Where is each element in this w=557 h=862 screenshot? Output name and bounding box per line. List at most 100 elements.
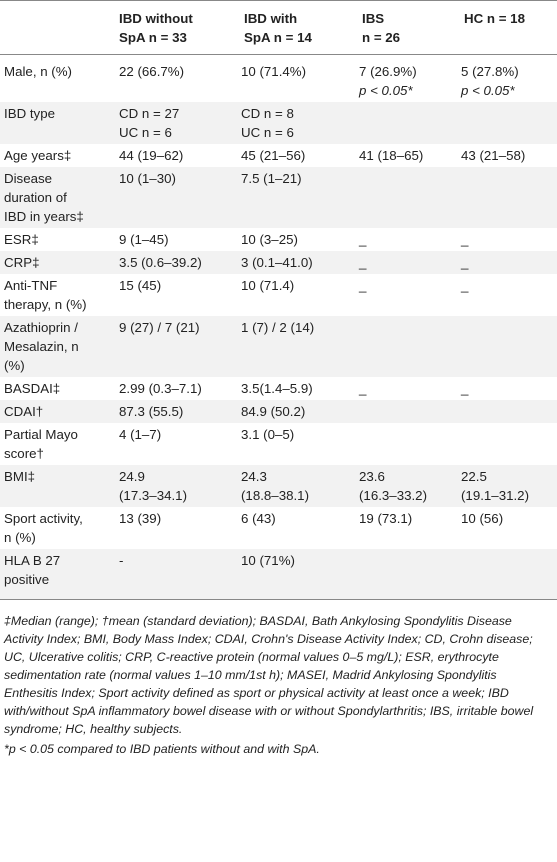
cell-line: 7.5 (1–21) (241, 171, 302, 186)
table-cell: 24.9 (17.3–34.1) (112, 465, 237, 507)
header-row: IBD without SpA n = 33 IBD with SpA n = 14 I… (0, 0, 557, 55)
table-cell (457, 316, 557, 377)
row-label-line: BMI‡ (4, 469, 36, 484)
row-label-line: Age years‡ (4, 148, 72, 163)
table-cell (355, 400, 457, 423)
table-cell: 43 (21–58) (457, 144, 557, 167)
cell-line: 13 (39) (119, 511, 162, 526)
cell-line: 6 (43) (241, 511, 276, 526)
table-footnotes: ‡Median (range); †mean (standard deviati… (0, 600, 557, 758)
row-label: ESR‡ (0, 228, 112, 251)
cell-line: p < 0.05* (359, 83, 413, 98)
cell-line: 44 (19–62) (119, 148, 184, 163)
cell-line: 7 (26.9%) (359, 64, 417, 79)
row-label-line: Sport activity, (4, 511, 83, 526)
column-header-line: IBD with (244, 11, 298, 26)
table-row: Partial Mayo score† 4 (1–7) 3.1 (0–5) (0, 423, 557, 465)
table-cell: _ (355, 251, 457, 274)
cell-line: CD n = 8 (241, 106, 294, 121)
cell-line: 10 (71%) (241, 553, 295, 568)
column-header-1: IBD without SpA n = 33 (112, 1, 237, 55)
row-label-line: positive (4, 572, 50, 587)
row-label-line: Mesalazin, n (4, 339, 79, 354)
column-header-line: IBD without (119, 11, 193, 26)
cell-line: _ (461, 255, 469, 270)
cell-line: 19 (73.1) (359, 511, 413, 526)
table-row: Age years‡ 44 (19–62) 45 (21–56) 41 (18–65)… (0, 144, 557, 167)
table-cell: 22.5 (19.1–31.2) (457, 465, 557, 507)
table-cell: 23.6 (16.3–33.2) (355, 465, 457, 507)
table-cell (457, 423, 557, 465)
table-cell: _ (355, 377, 457, 400)
cell-line: (16.3–33.2) (359, 488, 428, 503)
table-cell: 10 (71%) (237, 549, 355, 600)
table-row: Anti-TNF therapy, n (%) 15 (45) 10 (71.4) _ _ (0, 274, 557, 316)
cell-line: (18.8–38.1) (241, 488, 310, 503)
row-label: Anti-TNF therapy, n (%) (0, 274, 112, 316)
cell-line: 41 (18–65) (359, 148, 424, 163)
table-cell: _ (457, 251, 557, 274)
column-header-line: HC n = 18 (464, 11, 525, 26)
column-header-0 (0, 1, 112, 55)
table-cell: 24.3 (18.8–38.1) (237, 465, 355, 507)
table-row: Azathioprin / Mesalazin, n (%) 9 (27) / 7 (… (0, 316, 557, 377)
table-cell: 10 (1–30) (112, 167, 237, 228)
table-cell (457, 549, 557, 600)
column-header-4: HC n = 18 (457, 1, 557, 55)
table-cell: 44 (19–62) (112, 144, 237, 167)
row-label-line: IBD type (4, 106, 55, 121)
row-label: Disease duration of IBD in years‡ (0, 167, 112, 228)
table-cell: 10 (71.4%) (237, 55, 355, 103)
column-header-line: SpA n = 33 (119, 30, 187, 45)
cell-line: 10 (3–25) (241, 232, 298, 247)
table-cell: 5 (27.8%) p < 0.05* (457, 55, 557, 103)
cell-line: 1 (7) / 2 (14) (241, 320, 315, 335)
table-cell: 6 (43) (237, 507, 355, 549)
cell-line: _ (359, 255, 367, 270)
table-cell (355, 316, 457, 377)
column-header-2: IBD with SpA n = 14 (237, 1, 355, 55)
data-table: IBD without SpA n = 33 IBD with SpA n = 14 I… (0, 0, 557, 600)
cell-line: 5 (27.8%) (461, 64, 519, 79)
table-row: CDAI† 87.3 (55.5) 84.9 (50.2) (0, 400, 557, 423)
table-row: Male, n (%) 22 (66.7%) 10 (71.4%) 7 (26.9%)… (0, 55, 557, 103)
table-cell: 1 (7) / 2 (14) (237, 316, 355, 377)
table-cell: 7 (26.9%) p < 0.05* (355, 55, 457, 103)
cell-line: 2.99 (0.3–7.1) (119, 381, 202, 396)
table-cell: _ (457, 274, 557, 316)
cell-line: p < 0.05* (461, 83, 515, 98)
row-label-line: CRP‡ (4, 255, 40, 270)
cell-line: 24.3 (241, 469, 267, 484)
row-label: Age years‡ (0, 144, 112, 167)
cell-line: (19.1–31.2) (461, 488, 530, 503)
table-row: ESR‡ 9 (1–45) 10 (3–25) _ _ (0, 228, 557, 251)
cell-line: 43 (21–58) (461, 148, 526, 163)
row-label-line: CDAI† (4, 404, 44, 419)
cell-line: 3.1 (0–5) (241, 427, 295, 442)
cell-line: 9 (1–45) (119, 232, 169, 247)
row-label-line: n (%) (4, 530, 36, 545)
row-label-line: Anti-TNF (4, 278, 58, 293)
cell-line: 3.5 (0.6–39.2) (119, 255, 202, 270)
row-label-line: BASDAI‡ (4, 381, 61, 396)
cell-line: - (119, 553, 124, 568)
row-label-line: HLA B 27 (4, 553, 61, 568)
cell-line: 24.9 (119, 469, 145, 484)
table-cell: 87.3 (55.5) (112, 400, 237, 423)
cell-line: _ (359, 232, 367, 247)
cell-line: 15 (45) (119, 278, 162, 293)
table-cell: 7.5 (1–21) (237, 167, 355, 228)
table-cell: 41 (18–65) (355, 144, 457, 167)
footnote-significance: *p < 0.05 compared to IBD patients witho… (4, 742, 320, 756)
table-cell: 84.9 (50.2) (237, 400, 355, 423)
cell-line: 87.3 (55.5) (119, 404, 184, 419)
table-cell: 9 (1–45) (112, 228, 237, 251)
row-label-line: Azathioprin / (4, 320, 78, 335)
row-label: CDAI† (0, 400, 112, 423)
table-cell: _ (457, 228, 557, 251)
table-cell: 10 (56) (457, 507, 557, 549)
row-label: Partial Mayo score† (0, 423, 112, 465)
cell-line: 3 (0.1–41.0) (241, 255, 313, 270)
table-header: IBD without SpA n = 33 IBD with SpA n = 14 I… (0, 0, 557, 55)
